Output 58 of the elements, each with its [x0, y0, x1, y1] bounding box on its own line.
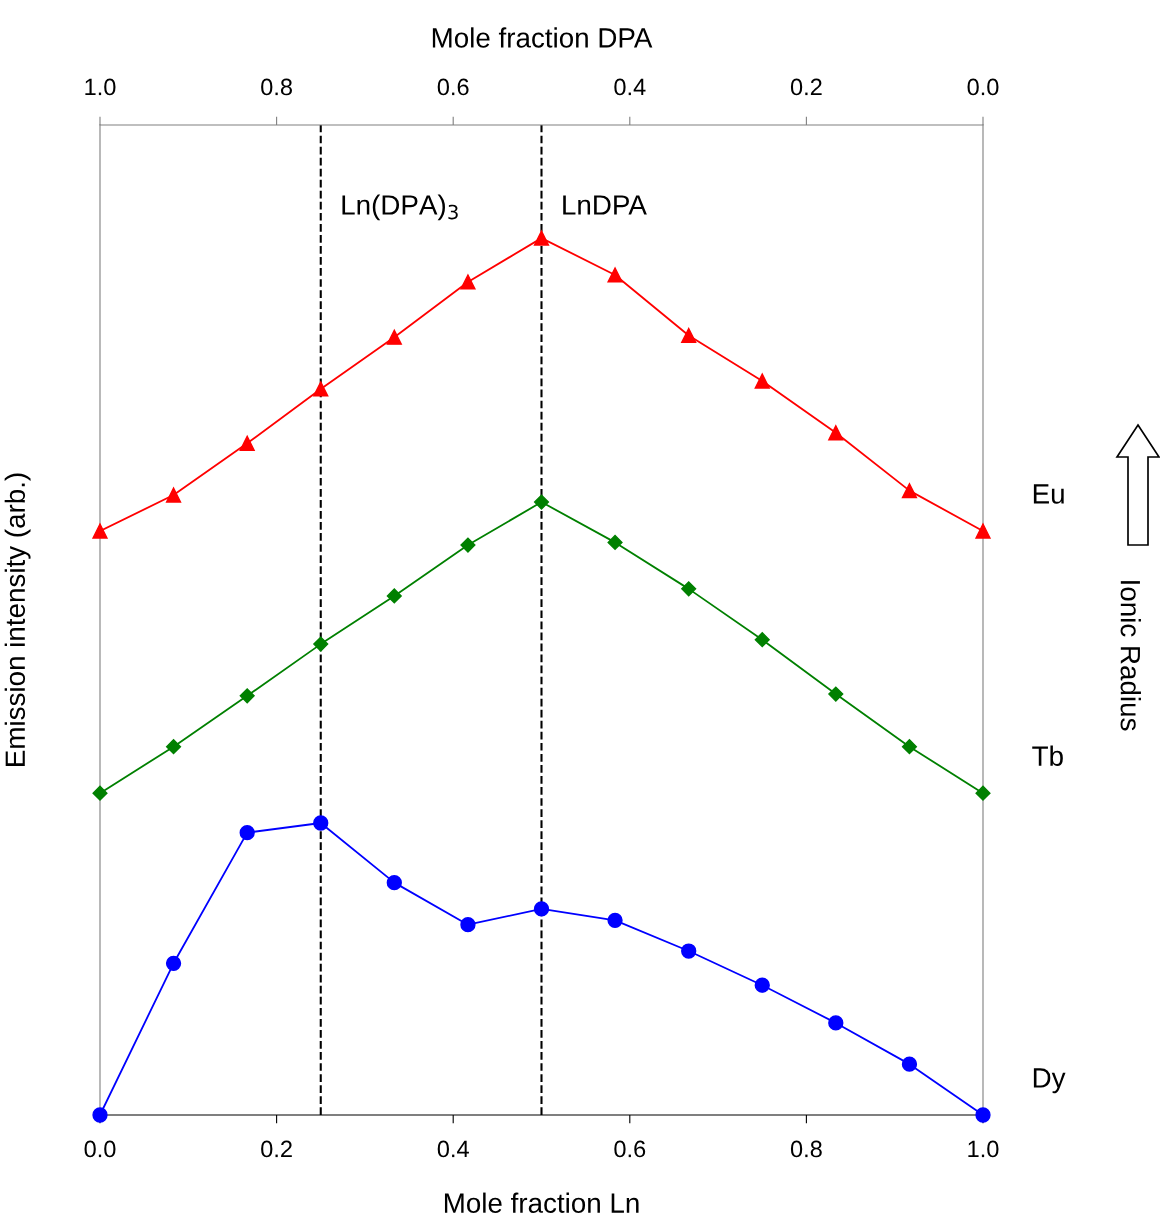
x2-tick-label: 1.0	[85, 78, 116, 96]
point	[239, 435, 255, 451]
point	[607, 534, 623, 550]
point	[313, 381, 329, 397]
point	[165, 487, 182, 503]
x2-tick-label: 0.6	[437, 78, 469, 96]
point	[607, 267, 623, 283]
point	[313, 815, 329, 831]
ref-line-label: LnDPA	[563, 195, 647, 215]
x-axis-title: Mole fraction Ln	[444, 1192, 639, 1213]
point	[681, 581, 697, 597]
x2-axis-title: Mole fraction DPA	[432, 27, 653, 48]
point	[533, 494, 550, 510]
point	[754, 632, 770, 648]
x-tick-label: 0.4	[437, 1140, 469, 1158]
point	[92, 785, 108, 801]
y-axis-title: Emission intensity (arb.)	[4, 473, 31, 766]
point	[165, 739, 182, 755]
ref-line-label: Ln(DPA)$_{3}$	[342, 194, 458, 221]
point	[460, 537, 476, 553]
point	[313, 636, 329, 652]
x-tick-label: 0.6	[614, 1140, 646, 1158]
point	[239, 825, 255, 841]
x2-tick-label: 0.2	[790, 78, 822, 96]
x2-tick-label: 0.4	[614, 78, 646, 96]
x-tick-label: 1.0	[968, 1140, 999, 1158]
x2-tick-label: 0.8	[261, 78, 292, 96]
point	[460, 274, 476, 290]
x2-tick-label: 0.0	[967, 78, 999, 96]
point	[607, 912, 623, 928]
series-label: Eu	[1033, 484, 1064, 504]
point	[901, 1056, 918, 1072]
x-tick-label: 0.2	[261, 1140, 292, 1158]
point	[901, 483, 918, 499]
point	[533, 230, 550, 246]
point	[92, 523, 108, 539]
point	[239, 688, 255, 704]
point	[754, 977, 770, 993]
point	[828, 686, 844, 702]
point	[533, 901, 550, 917]
series-label: Tb	[1032, 745, 1063, 766]
point	[828, 425, 844, 441]
point	[681, 327, 697, 344]
point	[975, 785, 991, 801]
point	[165, 955, 182, 971]
text: Ionic Radius	[1120, 581, 1141, 731]
point	[828, 1015, 844, 1031]
point	[681, 943, 697, 959]
point	[754, 373, 770, 389]
point	[975, 523, 991, 539]
x-tick-label: 0.0	[84, 1140, 116, 1158]
point	[386, 329, 402, 345]
point	[460, 917, 476, 933]
point	[901, 739, 918, 755]
series-label: Dy	[1033, 1068, 1066, 1094]
x-tick-label: 0.8	[790, 1140, 822, 1158]
point	[386, 588, 402, 604]
point	[386, 874, 402, 891]
